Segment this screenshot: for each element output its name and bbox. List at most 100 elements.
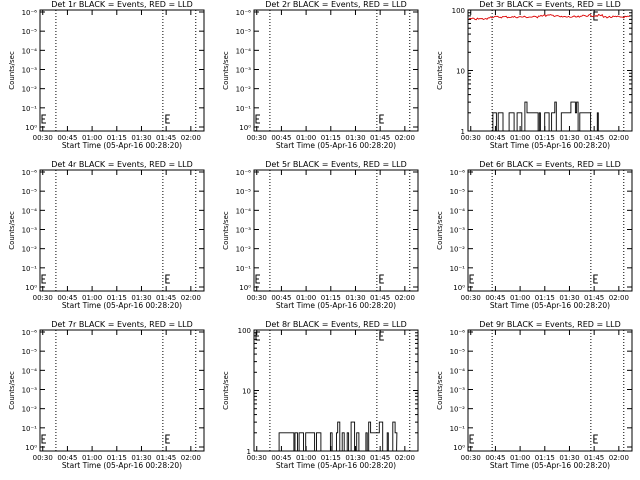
panel-title: Det 7r BLACK = Events, RED = LLD bbox=[51, 320, 193, 329]
x-tick-label: 00:30 bbox=[33, 134, 53, 142]
x-tick-label: 01:00 bbox=[82, 454, 102, 462]
x-tick-label: 01:30 bbox=[345, 294, 365, 302]
panel-title: Det 2r BLACK = Events, RED = LLD bbox=[265, 0, 407, 9]
panel-title: Det 3r BLACK = Events, RED = LLD bbox=[479, 0, 621, 9]
y-tick-label: 10⁻² bbox=[22, 246, 38, 254]
y-tick-label: 10⁻⁴ bbox=[236, 207, 252, 215]
y-tick-label: 10⁻³ bbox=[450, 387, 466, 395]
detector-panel-3: Det 3r BLACK = Events, RED = LLD 00:30 00:… bbox=[436, 0, 633, 150]
y-tick-label: 10⁻⁴ bbox=[236, 47, 252, 55]
x-tick-label: 01:00 bbox=[296, 294, 316, 302]
y-tick-label: 10⁻³ bbox=[236, 227, 252, 235]
panel-title: Det 1r BLACK = Events, RED = LLD bbox=[51, 0, 193, 9]
y-tick-label: 10⁻⁴ bbox=[450, 367, 466, 375]
plot-frame bbox=[39, 169, 205, 292]
x-tick-label: 00:45 bbox=[271, 454, 291, 462]
y-tick-label: 10⁻⁵ bbox=[236, 188, 252, 196]
y-tick-label: 10⁻² bbox=[236, 86, 252, 94]
x-tick-label: 00:30 bbox=[247, 134, 267, 142]
marker-bracket bbox=[165, 274, 170, 284]
marker-bracket bbox=[255, 331, 260, 341]
y-tick-label: 10⁻¹ bbox=[22, 425, 38, 433]
y-tick-label: 10⁻¹ bbox=[236, 105, 252, 113]
panel-title: Det 5r BLACK = Events, RED = LLD bbox=[265, 160, 407, 169]
x-axis-label: Start Time (05-Apr-16 00:28:20) bbox=[276, 461, 396, 470]
marker-bracket bbox=[165, 114, 170, 124]
panel-title: Det 8r BLACK = Events, RED = LLD bbox=[265, 320, 407, 329]
x-tick-label: 01:45 bbox=[370, 454, 390, 462]
x-tick-label: 00:45 bbox=[57, 454, 77, 462]
detector-panel-2: Det 2r BLACK = Events, RED = LLD 00:30 00:… bbox=[222, 0, 419, 150]
x-tick-label: 00:30 bbox=[33, 454, 53, 462]
x-tick-label: 00:45 bbox=[271, 134, 291, 142]
x-tick-label: 01:45 bbox=[156, 454, 176, 462]
y-tick-label: 10⁻² bbox=[236, 246, 252, 254]
y-axis-label: Counts/sec bbox=[436, 371, 444, 410]
x-axis-label: Start Time (05-Apr-16 00:28:20) bbox=[276, 141, 396, 150]
marker-bracket bbox=[379, 274, 384, 284]
y-tick-label: 10⁻⁵ bbox=[22, 188, 38, 196]
y-tick-label: 1 bbox=[461, 128, 465, 136]
y-tick-label: 10⁰ bbox=[453, 284, 465, 292]
y-tick-label: 10⁻⁴ bbox=[450, 207, 466, 215]
plot-frame bbox=[467, 329, 633, 452]
marker-bracket bbox=[165, 434, 170, 444]
y-tick-label: 10⁻⁶ bbox=[236, 9, 252, 17]
x-tick-label: 01:15 bbox=[107, 454, 127, 462]
y-tick-label: 10⁻⁶ bbox=[22, 9, 38, 17]
detector-panel-6: Det 6r BLACK = Events, RED = LLD 00:30 00:… bbox=[436, 160, 633, 310]
marker-bracket bbox=[255, 274, 260, 284]
x-tick-label: 01:45 bbox=[584, 454, 604, 462]
x-tick-label: 02:00 bbox=[609, 294, 629, 302]
x-tick-label: 01:45 bbox=[584, 294, 604, 302]
detector-panel-9: Det 9r BLACK = Events, RED = LLD 00:30 00:… bbox=[436, 320, 633, 470]
y-tick-label: 10⁻² bbox=[22, 406, 38, 414]
x-tick-label: 00:30 bbox=[461, 454, 481, 462]
y-tick-label: 10⁻⁶ bbox=[236, 169, 252, 177]
x-tick-label: 02:00 bbox=[181, 294, 201, 302]
y-tick-label: 10⁻⁴ bbox=[22, 47, 38, 55]
x-axis-label: Start Time (05-Apr-16 00:28:20) bbox=[276, 301, 396, 310]
x-tick-label: 00:45 bbox=[57, 134, 77, 142]
events-series bbox=[487, 101, 600, 132]
x-tick-label: 01:00 bbox=[296, 454, 316, 462]
y-tick-label: 100 bbox=[238, 327, 251, 335]
panel-title: Det 9r BLACK = Events, RED = LLD bbox=[479, 320, 621, 329]
x-tick-label: 02:00 bbox=[395, 294, 415, 302]
x-tick-label: 00:30 bbox=[247, 454, 267, 462]
lld-series bbox=[468, 13, 630, 21]
y-tick-label: 10 bbox=[242, 388, 251, 396]
x-tick-label: 01:00 bbox=[510, 134, 530, 142]
detector-panel-5: Det 5r BLACK = Events, RED = LLD 00:30 00:… bbox=[222, 160, 419, 310]
y-tick-label: 100 bbox=[452, 7, 465, 15]
y-tick-label: 10⁻⁶ bbox=[450, 329, 466, 337]
x-axis-label: Start Time (05-Apr-16 00:28:20) bbox=[490, 301, 610, 310]
y-tick-label: 10⁻³ bbox=[236, 67, 252, 75]
y-tick-label: 10⁰ bbox=[25, 124, 37, 132]
x-axis-label: Start Time (05-Apr-16 00:28:20) bbox=[62, 461, 182, 470]
x-tick-label: 01:15 bbox=[107, 294, 127, 302]
y-axis-label: Counts/sec bbox=[8, 371, 16, 410]
x-axis-label: Start Time (05-Apr-16 00:28:20) bbox=[490, 141, 610, 150]
marker-bracket bbox=[593, 274, 598, 284]
x-tick-label: 01:00 bbox=[510, 294, 530, 302]
y-axis-label: Counts/sec bbox=[222, 51, 230, 90]
panel-title: Det 6r BLACK = Events, RED = LLD bbox=[479, 160, 621, 169]
x-tick-label: 02:00 bbox=[395, 134, 415, 142]
detector-panel-8: Det 8r BLACK = Events, RED = LLD 00:30 00:… bbox=[222, 320, 419, 470]
x-tick-label: 00:30 bbox=[461, 134, 481, 142]
y-tick-label: 10⁻⁶ bbox=[450, 169, 466, 177]
x-tick-label: 01:00 bbox=[82, 294, 102, 302]
x-tick-label: 01:45 bbox=[370, 294, 390, 302]
x-tick-label: 01:00 bbox=[510, 454, 530, 462]
x-tick-label: 01:30 bbox=[131, 294, 151, 302]
x-tick-label: 00:45 bbox=[485, 134, 505, 142]
y-tick-label: 10⁻¹ bbox=[22, 265, 38, 273]
marker-bracket bbox=[469, 434, 474, 444]
x-tick-label: 00:45 bbox=[485, 454, 505, 462]
y-tick-label: 10⁻³ bbox=[22, 227, 38, 235]
y-tick-label: 10⁻³ bbox=[22, 67, 38, 75]
x-tick-label: 01:30 bbox=[559, 134, 579, 142]
y-tick-label: 10⁻⁵ bbox=[22, 348, 38, 356]
